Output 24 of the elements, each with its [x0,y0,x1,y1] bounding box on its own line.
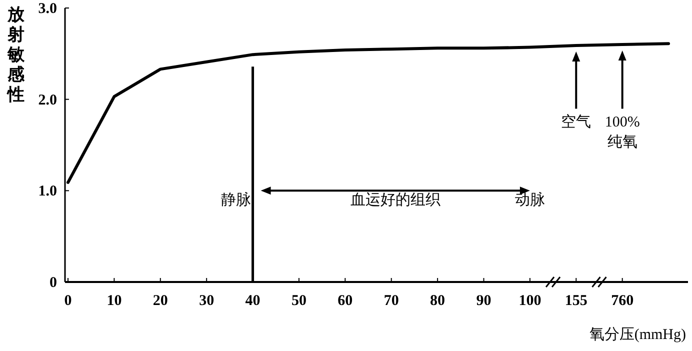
x-tick-label: 760 [611,293,634,309]
x-tick-label: 90 [476,293,492,309]
x-tick-label: 20 [152,293,168,309]
y-tick-label: 1.0 [38,184,57,200]
y-tick-label: 0 [50,275,57,291]
annotation: 空气 [561,114,592,131]
annotation: 100% 纯氧 [604,114,640,151]
x-tick-label: 0 [64,293,72,309]
annotation: 静脉 [220,191,251,208]
x-tick-label: 10 [106,293,122,309]
x-tick-label: 60 [338,293,353,309]
x-tick-label: 50 [291,293,306,309]
x-tick-label: 30 [199,293,214,309]
y-tick-label: 3.0 [38,1,57,17]
x-axis-title: 氧分压(mmHg) [589,326,686,343]
annotation: 动脉 [514,191,545,208]
x-tick-label: 155 [564,293,588,309]
y-axis-title: 放射敏感性 [6,5,26,104]
x-tick-label: 40 [245,293,260,309]
x-tick-label: 70 [384,293,399,309]
y-tick-label: 2.0 [38,92,57,108]
x-tick-label: 80 [430,293,446,309]
annotation: 血运好的组织 [350,191,440,208]
x-tick-label: 100 [518,293,542,309]
